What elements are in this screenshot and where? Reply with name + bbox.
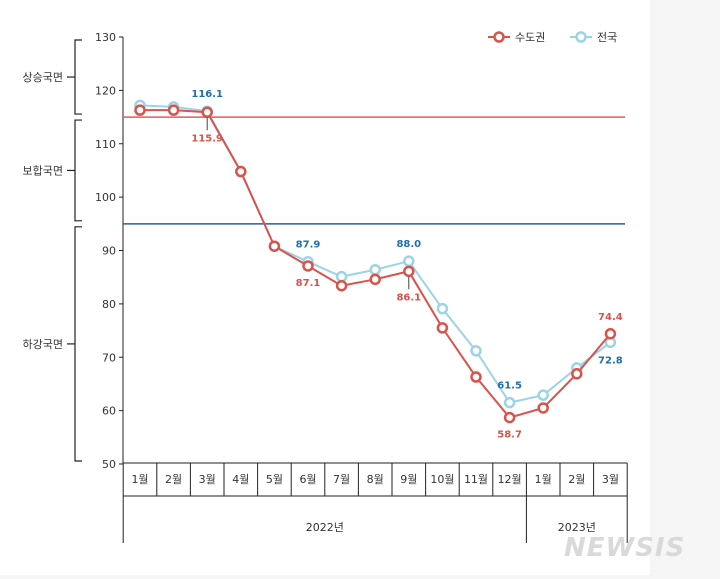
data-point [436, 322, 449, 334]
data-point [403, 255, 415, 267]
x-tick-label: 8월 [367, 473, 384, 486]
phase-bracket [74, 39, 82, 115]
data-label: 86.1 [396, 292, 421, 303]
legend-label: 수도권 [515, 31, 545, 44]
y-tick-label: 80 [102, 298, 116, 311]
data-label: 115.9 [191, 133, 223, 144]
data-label: 116.1 [191, 89, 223, 100]
data-point [503, 396, 516, 409]
data-point [268, 240, 281, 252]
data-point [436, 302, 449, 315]
x-tick-label: 1월 [535, 473, 552, 486]
x-tick-label: 5월 [266, 473, 283, 486]
data-point [302, 260, 314, 272]
y-tick-label: 120 [95, 84, 116, 97]
x-tick-label: 1월 [131, 473, 148, 486]
data-point [134, 104, 146, 116]
phase-label: 보합국면 [23, 164, 63, 177]
data-point [604, 328, 617, 340]
data-labels: 116.1 115.9 87.9 87.1 88.0 86.1 61.5 58.7 74.4 72… [191, 89, 622, 440]
data-point [537, 402, 549, 414]
data-point [167, 104, 180, 116]
watermark-text: NEWSIS [564, 533, 685, 563]
data-label: 87.1 [296, 278, 321, 289]
data-label: 58.7 [497, 430, 522, 441]
data-point [335, 270, 348, 283]
watermark-logo: NEWSIS [564, 533, 685, 563]
data-label: 87.9 [296, 240, 321, 251]
x-axis: 1월 2월 3월 4월 5월 6월 7월 8월 9월 10월 11월 12월 1월 2월 3월 2022년 20… [122, 462, 628, 543]
data-point [403, 265, 415, 278]
data-point [470, 345, 482, 357]
data-label: 74.4 [598, 312, 623, 323]
x-tick-label: 9월 [400, 473, 417, 486]
data-point [335, 279, 348, 292]
legend: 수도권 전국 [488, 31, 617, 44]
data-point [503, 411, 516, 424]
data-point [537, 389, 549, 401]
y-tick-label: 130 [95, 31, 116, 44]
x-tick-label: 3월 [602, 473, 619, 486]
data-label: 72.8 [598, 355, 623, 366]
x-tick-label: 2월 [165, 473, 182, 486]
x-tick-label: 6월 [299, 473, 316, 486]
x-tick-label: 2월 [568, 473, 585, 486]
y-tick-label: 110 [95, 138, 116, 151]
series-line [139, 104, 612, 404]
y-tick-label: 60 [102, 405, 116, 418]
legend-label: 전국 [597, 31, 617, 44]
x-tick-label: 11월 [464, 473, 488, 486]
y-tick-label: 50 [102, 458, 116, 471]
phase-label: 하강국면 [23, 337, 63, 351]
legend-marker [493, 31, 505, 43]
x-tick-label: 3월 [199, 473, 216, 486]
series-line [140, 109, 612, 419]
data-label: 61.5 [497, 381, 522, 392]
data-point [235, 165, 247, 178]
data-point [201, 106, 213, 119]
phase-bracket [74, 226, 82, 462]
x-tick-label: 12월 [498, 473, 522, 486]
data-point [369, 273, 381, 286]
y-tick-label: 70 [102, 351, 116, 364]
data-point [470, 371, 482, 383]
y-tick-label: 90 [102, 245, 116, 258]
phase-bracket [74, 119, 82, 222]
series-lines [134, 99, 617, 424]
year-label: 2023년 [558, 521, 596, 534]
data-point [571, 368, 583, 380]
legend-marker [575, 31, 587, 43]
phase-label: 상승국면 [23, 71, 63, 84]
y-axis: 50 60 70 80 90 100 110 120 130 [95, 31, 124, 471]
y-tick-label: 100 [95, 191, 116, 204]
data-point [369, 263, 381, 276]
x-tick-label: 4월 [232, 473, 249, 486]
x-tick-label: 7월 [333, 473, 350, 486]
year-label: 2022년 [306, 521, 344, 534]
data-label: 88.0 [396, 239, 421, 250]
x-tick-label: 10월 [430, 473, 454, 486]
